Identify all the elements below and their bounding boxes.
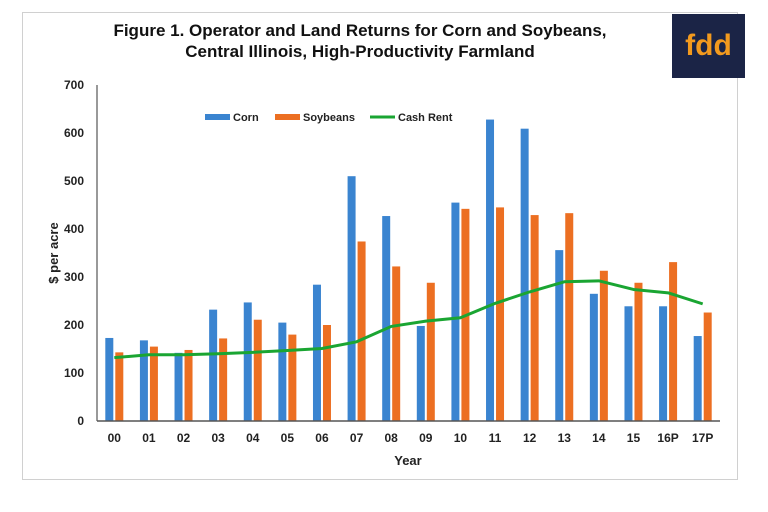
x-tick-label: 10 — [454, 431, 468, 445]
bar-corn-04 — [243, 302, 252, 421]
chart-frame — [22, 12, 738, 480]
y-axis-title: $ per acre — [46, 222, 61, 283]
chart-title: Figure 1. Operator and Land Returns for … — [60, 20, 660, 62]
bar-soybeans-00 — [115, 352, 124, 421]
bar-soybeans-12 — [530, 215, 539, 421]
x-tick-label: 02 — [177, 431, 191, 445]
bar-corn-05 — [278, 322, 287, 421]
bar-soybeans-17P — [703, 312, 712, 421]
x-tick-label: 12 — [523, 431, 537, 445]
x-tick-label: 07 — [350, 431, 364, 445]
x-tick-label: 03 — [211, 431, 225, 445]
bar-soybeans-08 — [392, 266, 401, 421]
bar-corn-07 — [347, 176, 356, 421]
bar-soybeans-01 — [149, 346, 158, 421]
bar-soybeans-11 — [496, 207, 505, 421]
y-tick-label: 700 — [64, 78, 84, 92]
x-tick-label: 05 — [281, 431, 295, 445]
bar-corn-17P — [693, 336, 702, 421]
bar-soybeans-16P — [669, 262, 678, 421]
x-tick-label: 08 — [385, 431, 399, 445]
y-tick-label: 0 — [77, 414, 84, 428]
y-tick-label: 500 — [64, 174, 84, 188]
bar-corn-12 — [520, 128, 529, 421]
x-tick-label: 13 — [558, 431, 572, 445]
title-line-1: Figure 1. Operator and Land Returns for … — [113, 21, 607, 40]
legend-swatch-soybeans — [275, 114, 300, 120]
x-axis-title: Year — [394, 453, 421, 468]
bar-corn-03 — [209, 309, 218, 421]
line-cash-rent — [114, 279, 704, 360]
y-tick-label: 200 — [64, 318, 84, 332]
x-tick-label: 01 — [142, 431, 156, 445]
y-tick-label: 100 — [64, 366, 84, 380]
x-tick-label: 16P — [657, 431, 678, 445]
bar-corn-01 — [139, 340, 148, 421]
legend-label: Cash Rent — [398, 112, 453, 124]
bar-soybeans-09 — [426, 282, 435, 421]
x-tick-label: 04 — [246, 431, 260, 445]
bar-soybeans-02 — [184, 349, 193, 421]
bar-corn-09 — [416, 325, 425, 421]
legend-swatch-corn — [205, 114, 230, 120]
bar-soybeans-05 — [288, 334, 297, 421]
legend-label: Corn — [233, 112, 259, 124]
y-tick-label: 400 — [64, 222, 84, 236]
legend-label: Soybeans — [303, 112, 355, 124]
bar-corn-06 — [312, 284, 321, 421]
x-tick-label: 06 — [315, 431, 329, 445]
bar-soybeans-15 — [634, 282, 643, 421]
bar-corn-14 — [589, 293, 598, 421]
bar-corn-13 — [555, 250, 564, 421]
bar-soybeans-06 — [322, 325, 331, 421]
bar-soybeans-04 — [253, 319, 262, 421]
x-tick-label: 14 — [592, 431, 606, 445]
bar-soybeans-07 — [357, 241, 366, 421]
y-tick-label: 300 — [64, 270, 84, 284]
bar-corn-00 — [105, 337, 114, 421]
bar-corn-11 — [486, 119, 495, 421]
title-line-2: Central Illinois, High-Productivity Farm… — [185, 42, 535, 61]
bar-soybeans-14 — [599, 270, 608, 421]
x-tick-label: 09 — [419, 431, 433, 445]
bar-soybeans-13 — [565, 213, 574, 421]
bar-corn-08 — [382, 216, 391, 421]
bar-corn-10 — [451, 202, 460, 421]
x-tick-label: 15 — [627, 431, 641, 445]
x-tick-label: 17P — [692, 431, 713, 445]
y-tick-label: 600 — [64, 126, 84, 140]
x-tick-label: 11 — [489, 431, 502, 445]
bar-corn-02 — [174, 352, 183, 421]
x-tick-label: 00 — [108, 431, 122, 445]
bar-corn-15 — [624, 306, 633, 421]
fdd-logo: fdd — [672, 14, 745, 78]
bar-corn-16P — [659, 306, 668, 421]
bar-soybeans-03 — [219, 338, 228, 421]
